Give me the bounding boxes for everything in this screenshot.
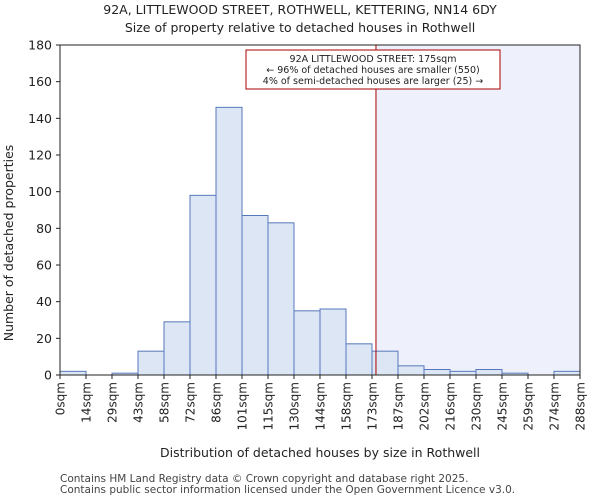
bar-274sqm: [553, 370, 581, 376]
bar-230sqm: [475, 369, 503, 376]
x-tick-label: 101sqm: [236, 382, 250, 430]
annotation-box: 92A LITTLEWOOD STREET: 175sqm ← 96% of d…: [245, 49, 501, 90]
annotation-line-3: 4% of semi-detached houses are larger (2…: [263, 76, 483, 87]
y-tick-label: 20: [36, 331, 52, 346]
y-tick-label: 140: [28, 111, 52, 126]
y-tick-label: 40: [36, 294, 52, 309]
x-tick-label: 86sqm: [210, 382, 224, 423]
x-tick-label: 230sqm: [470, 382, 484, 430]
x-tick-label: 259sqm: [522, 382, 536, 430]
x-tick-label: 130sqm: [288, 382, 302, 430]
x-tick-label: 72sqm: [184, 382, 198, 423]
bar-43sqm: [137, 350, 165, 376]
bar-115sqm: [267, 222, 295, 376]
chart-title: 92A, LITTLEWOOD STREET, ROTHWELL, KETTER…: [103, 2, 497, 17]
bar-144sqm: [319, 308, 347, 376]
y-tick-label: 0: [44, 368, 52, 383]
bar-202sqm: [423, 369, 451, 376]
bar-101sqm: [241, 215, 269, 376]
bar-72sqm: [189, 194, 217, 376]
x-tick-label: 58sqm: [158, 382, 172, 423]
x-tick-label: 202sqm: [418, 382, 432, 430]
y-tick-label: 160: [28, 74, 52, 89]
x-tick-label: 115sqm: [262, 382, 276, 430]
footer-line-1: Contains HM Land Registry data © Crown c…: [60, 473, 469, 485]
y-tick-label: 180: [28, 38, 52, 53]
x-tick-label: 43sqm: [132, 382, 146, 423]
x-tick-label: 245sqm: [496, 382, 510, 430]
x-tick-label: 0sqm: [54, 382, 68, 415]
bar-187sqm: [397, 365, 425, 376]
bar-0sqm: [59, 370, 87, 376]
bar-58sqm: [163, 321, 191, 376]
y-tick-label: 80: [36, 221, 52, 236]
y-tick-label: 120: [28, 148, 52, 163]
bar-216sqm: [449, 370, 477, 376]
x-axis-label: Distribution of detached houses by size …: [160, 445, 480, 460]
chart-subtitle: Size of property relative to detached ho…: [124, 20, 476, 35]
x-tick-label: 274sqm: [548, 382, 562, 430]
bar-130sqm: [293, 310, 321, 376]
x-tick-label: 29sqm: [106, 382, 120, 423]
x-tick-label: 288sqm: [574, 382, 588, 430]
bar-86sqm: [215, 106, 243, 376]
y-tick-label: 60: [36, 258, 52, 273]
bar-158sqm: [345, 343, 373, 376]
annotation-line-1: 92A LITTLEWOOD STREET: 175sqm: [290, 54, 457, 65]
x-tick-label: 187sqm: [392, 382, 406, 430]
highlight-region: [375, 45, 580, 375]
footer-line-2: Contains public sector information licen…: [60, 484, 516, 496]
x-tick-label: 158sqm: [340, 382, 354, 430]
x-tick-label: 14sqm: [80, 382, 94, 423]
y-axis-label: Number of detached properties: [1, 145, 16, 342]
x-tick-label: 216sqm: [444, 382, 458, 430]
y-tick-label: 100: [28, 184, 52, 199]
x-tick-label: 173sqm: [366, 382, 380, 430]
x-tick-label: 144sqm: [314, 382, 328, 430]
annotation-line-2: ← 96% of detached houses are smaller (55…: [266, 65, 479, 76]
